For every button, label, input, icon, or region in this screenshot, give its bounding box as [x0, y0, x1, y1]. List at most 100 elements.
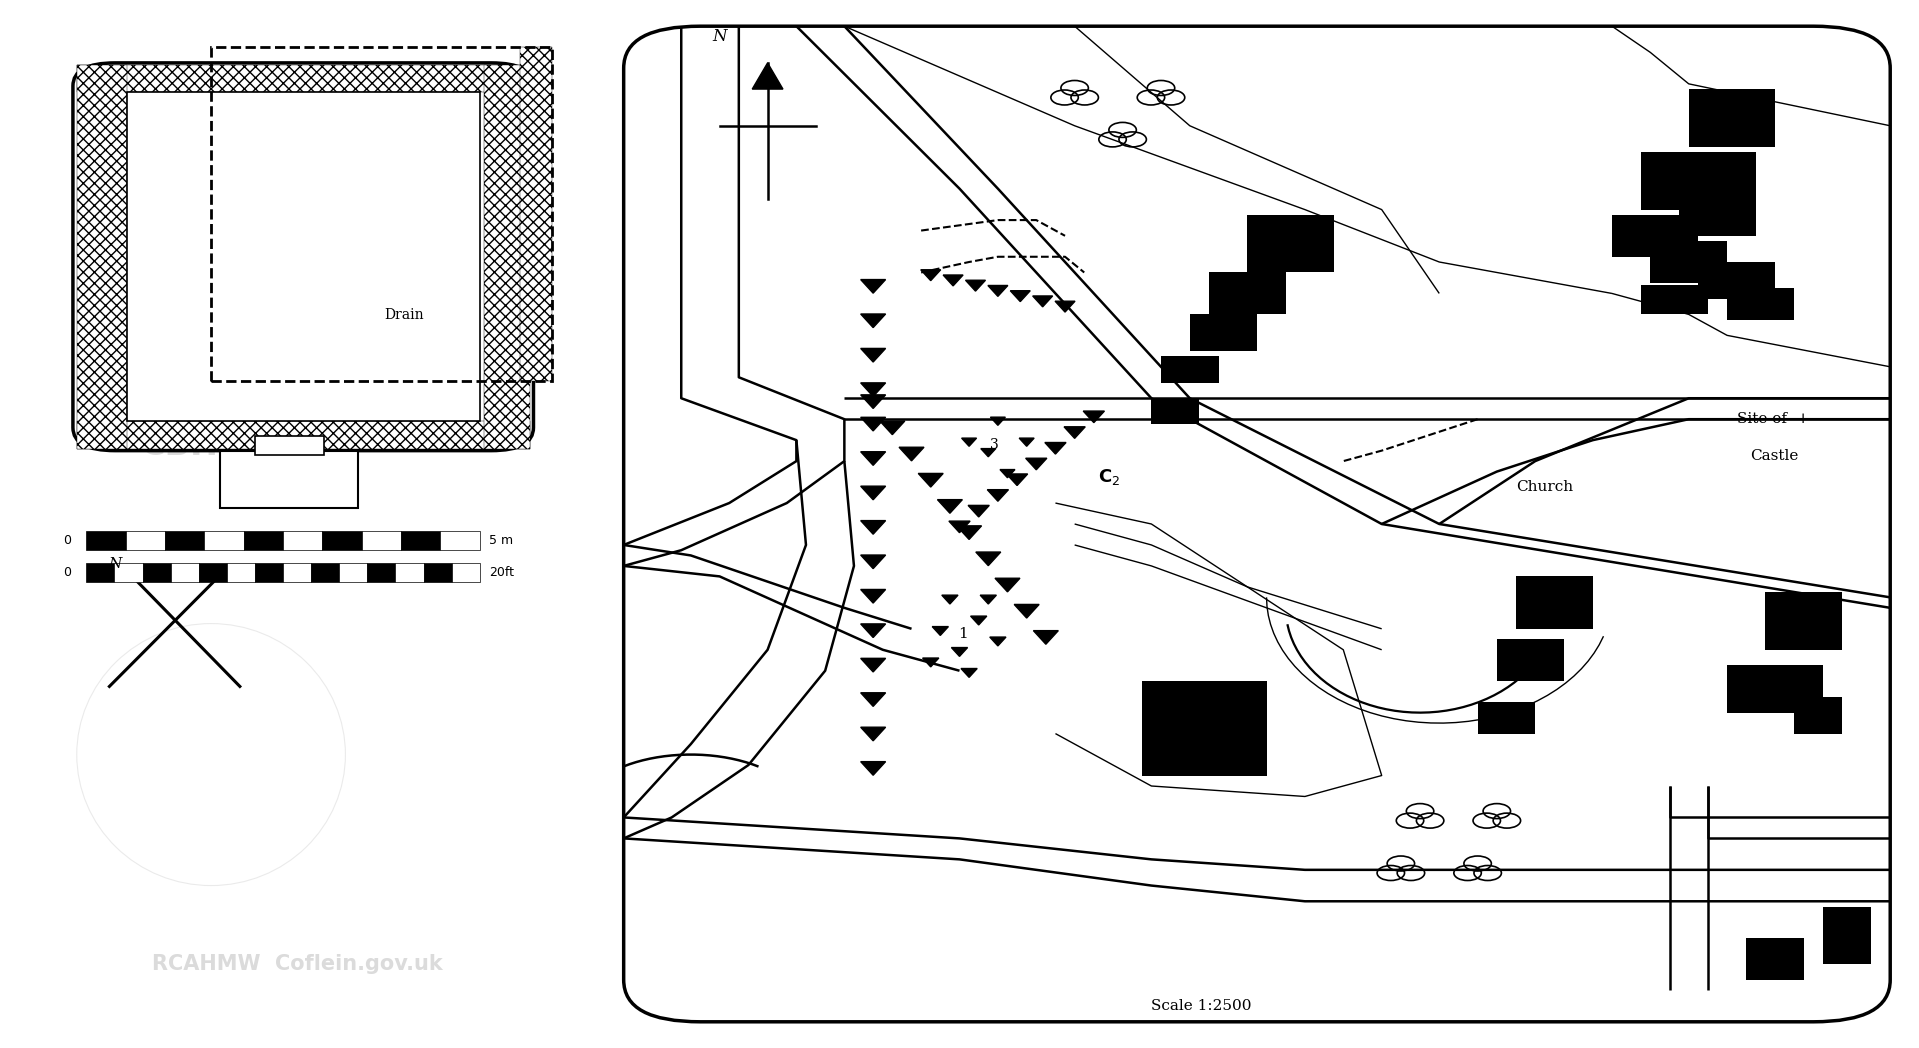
- Polygon shape: [948, 521, 971, 532]
- Polygon shape: [1055, 301, 1075, 312]
- Polygon shape: [1009, 290, 1031, 302]
- FancyBboxPatch shape: [73, 63, 533, 451]
- Polygon shape: [942, 595, 958, 604]
- Bar: [439, 531, 480, 550]
- Text: Church: Church: [1516, 480, 1574, 495]
- Polygon shape: [1025, 458, 1048, 470]
- FancyBboxPatch shape: [624, 26, 1890, 1022]
- Polygon shape: [956, 526, 981, 540]
- Bar: [77, 421, 530, 449]
- Bar: [1823, 907, 1871, 964]
- Bar: [226, 563, 255, 582]
- Text: 3: 3: [990, 438, 998, 453]
- Bar: [401, 531, 439, 550]
- Bar: [424, 563, 451, 582]
- Text: N: N: [712, 28, 727, 45]
- Bar: [1151, 398, 1199, 424]
- Polygon shape: [988, 285, 1007, 297]
- Bar: [1746, 938, 1804, 980]
- Bar: [367, 563, 395, 582]
- Bar: [520, 47, 553, 380]
- Polygon shape: [990, 637, 1006, 646]
- Polygon shape: [965, 280, 986, 291]
- Bar: [86, 563, 115, 582]
- Bar: [1247, 215, 1334, 272]
- Bar: [86, 531, 127, 550]
- Polygon shape: [986, 489, 1009, 501]
- Polygon shape: [1006, 474, 1029, 485]
- Polygon shape: [1044, 442, 1067, 454]
- Polygon shape: [952, 648, 967, 656]
- Text: 0: 0: [63, 566, 71, 578]
- Bar: [221, 451, 359, 508]
- Bar: [451, 563, 480, 582]
- Polygon shape: [981, 595, 996, 604]
- Polygon shape: [898, 447, 925, 461]
- Polygon shape: [938, 500, 961, 514]
- Bar: [77, 65, 530, 92]
- Polygon shape: [862, 624, 887, 637]
- Bar: [282, 531, 322, 550]
- Polygon shape: [967, 505, 990, 517]
- Bar: [322, 531, 361, 550]
- Bar: [1641, 152, 1756, 210]
- Bar: [244, 531, 284, 550]
- Text: 0: 0: [63, 534, 71, 547]
- Polygon shape: [977, 552, 1002, 566]
- Polygon shape: [1082, 411, 1105, 422]
- Polygon shape: [990, 417, 1006, 425]
- Bar: [171, 563, 200, 582]
- Bar: [1161, 356, 1219, 383]
- Bar: [1209, 272, 1286, 314]
- Bar: [311, 563, 340, 582]
- Text: CBHC: CBHC: [140, 429, 244, 462]
- Bar: [1641, 285, 1708, 314]
- Text: 20ft: 20ft: [489, 566, 514, 578]
- Bar: [203, 531, 244, 550]
- Polygon shape: [862, 395, 887, 409]
- Bar: [142, 563, 171, 582]
- Bar: [255, 436, 324, 455]
- Polygon shape: [862, 693, 887, 706]
- Polygon shape: [862, 762, 887, 776]
- Bar: [1794, 697, 1842, 734]
- Text: 5 m: 5 m: [489, 534, 514, 547]
- Bar: [165, 531, 203, 550]
- Polygon shape: [862, 521, 887, 534]
- Polygon shape: [961, 438, 977, 446]
- Text: Site of  +: Site of +: [1737, 412, 1810, 427]
- Polygon shape: [1000, 470, 1015, 478]
- Text: Castle: Castle: [1750, 449, 1798, 463]
- Bar: [1679, 210, 1756, 236]
- Text: Scale 1:2500: Scale 1:2500: [1151, 999, 1251, 1013]
- Text: 1: 1: [958, 627, 969, 641]
- Polygon shape: [862, 280, 887, 293]
- Bar: [77, 65, 127, 449]
- Bar: [395, 563, 424, 582]
- Bar: [1727, 288, 1794, 320]
- Polygon shape: [942, 275, 963, 286]
- Polygon shape: [862, 314, 887, 328]
- Polygon shape: [862, 589, 887, 603]
- Polygon shape: [862, 727, 887, 741]
- Polygon shape: [862, 348, 887, 362]
- Text: RCAHMW  Coflein.gov.uk: RCAHMW Coflein.gov.uk: [152, 954, 443, 975]
- Polygon shape: [1032, 296, 1054, 307]
- Text: $\mathbf{C}_2$: $\mathbf{C}_2$: [1098, 466, 1121, 487]
- Polygon shape: [961, 669, 977, 677]
- Polygon shape: [1034, 631, 1059, 645]
- Polygon shape: [996, 578, 1021, 592]
- Bar: [255, 563, 284, 582]
- Bar: [1478, 702, 1535, 734]
- Bar: [361, 531, 401, 550]
- Bar: [1727, 665, 1823, 713]
- Bar: [127, 92, 480, 421]
- Bar: [1497, 639, 1564, 681]
- Polygon shape: [981, 449, 996, 457]
- Bar: [127, 531, 165, 550]
- Polygon shape: [917, 474, 944, 487]
- Text: N: N: [109, 556, 121, 571]
- Polygon shape: [921, 269, 940, 281]
- Polygon shape: [1063, 427, 1086, 438]
- Polygon shape: [971, 616, 986, 625]
